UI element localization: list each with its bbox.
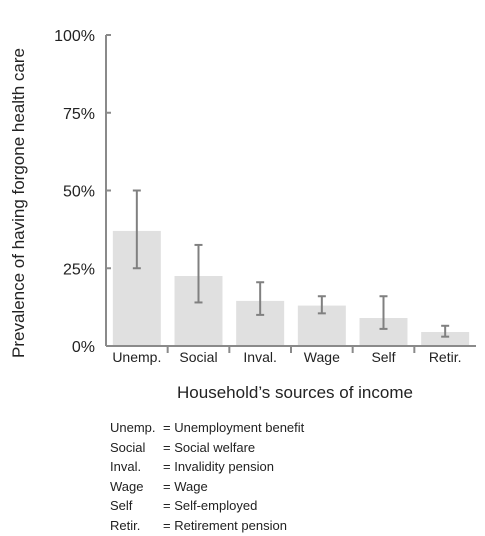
legend-meaning: = Social welfare xyxy=(163,439,256,455)
legend-abbr: Retir. xyxy=(110,517,141,533)
legend-row: Social = Social welfare xyxy=(110,438,304,458)
legend-row: Self = Self-employed xyxy=(110,496,304,516)
x-tick-label: Social xyxy=(179,349,217,365)
legend-abbr: Wage xyxy=(110,478,144,494)
legend-row: Unemp. = Unemployment benefit xyxy=(110,418,304,438)
x-axis-label: Household’s sources of income xyxy=(177,383,413,402)
x-tick-label: Inval. xyxy=(243,349,276,365)
y-tick-label: 25% xyxy=(63,261,95,278)
legend-meaning: = Retirement pension xyxy=(163,517,287,533)
legend-row: Retir. = Retirement pension xyxy=(110,516,304,536)
legend-meaning: = Self-employed xyxy=(163,498,258,514)
legend-abbr: Social xyxy=(110,439,146,455)
legend-abbr: Inval. xyxy=(110,459,142,475)
y-axis-label: Prevalence of having forgone health care xyxy=(9,48,28,358)
legend-meaning: = Invalidity pension xyxy=(163,459,274,475)
legend-row: Wage = Wage xyxy=(110,477,304,497)
x-tick-label: Unemp. xyxy=(112,349,161,365)
x-tick-label: Retir. xyxy=(429,349,462,365)
legend-abbr: Self xyxy=(110,498,133,514)
y-tick-label: 75% xyxy=(63,106,95,123)
y-tick-label: 0% xyxy=(72,339,95,356)
abbreviation-legend: Unemp. = Unemployment benefit Social = S… xyxy=(110,418,304,536)
legend-meaning: = Unemployment benefit xyxy=(163,420,305,435)
bar-chart: Prevalence of having forgone health care… xyxy=(9,28,476,402)
bar-5 xyxy=(421,332,470,346)
x-tick-label: Wage xyxy=(304,349,340,365)
x-tick-label: Self xyxy=(371,349,395,365)
y-tick-label: 100% xyxy=(54,28,95,45)
y-tick-label: 50% xyxy=(63,184,95,201)
legend-meaning: = Wage xyxy=(163,478,208,494)
legend-row: Inval. = Invalidity pension xyxy=(110,457,304,477)
legend-abbr: Unemp. xyxy=(110,420,156,435)
